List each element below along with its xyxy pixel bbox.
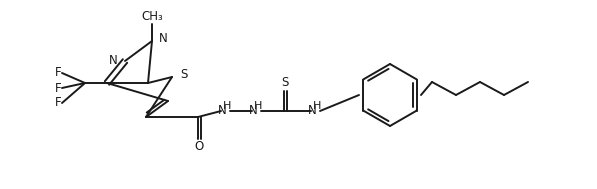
Text: N: N: [109, 54, 118, 67]
Text: N: N: [248, 105, 257, 118]
Text: S: S: [180, 68, 187, 81]
Text: H: H: [254, 101, 262, 111]
Text: F: F: [55, 97, 61, 109]
Text: N: N: [159, 33, 168, 46]
Text: H: H: [223, 101, 231, 111]
Text: CH₃: CH₃: [141, 9, 163, 22]
Text: H: H: [313, 101, 321, 111]
Text: N: N: [218, 105, 226, 118]
Text: O: O: [195, 139, 204, 153]
Text: N: N: [307, 105, 316, 118]
Text: S: S: [281, 77, 289, 90]
Text: F: F: [55, 81, 61, 94]
Text: F: F: [55, 67, 61, 80]
